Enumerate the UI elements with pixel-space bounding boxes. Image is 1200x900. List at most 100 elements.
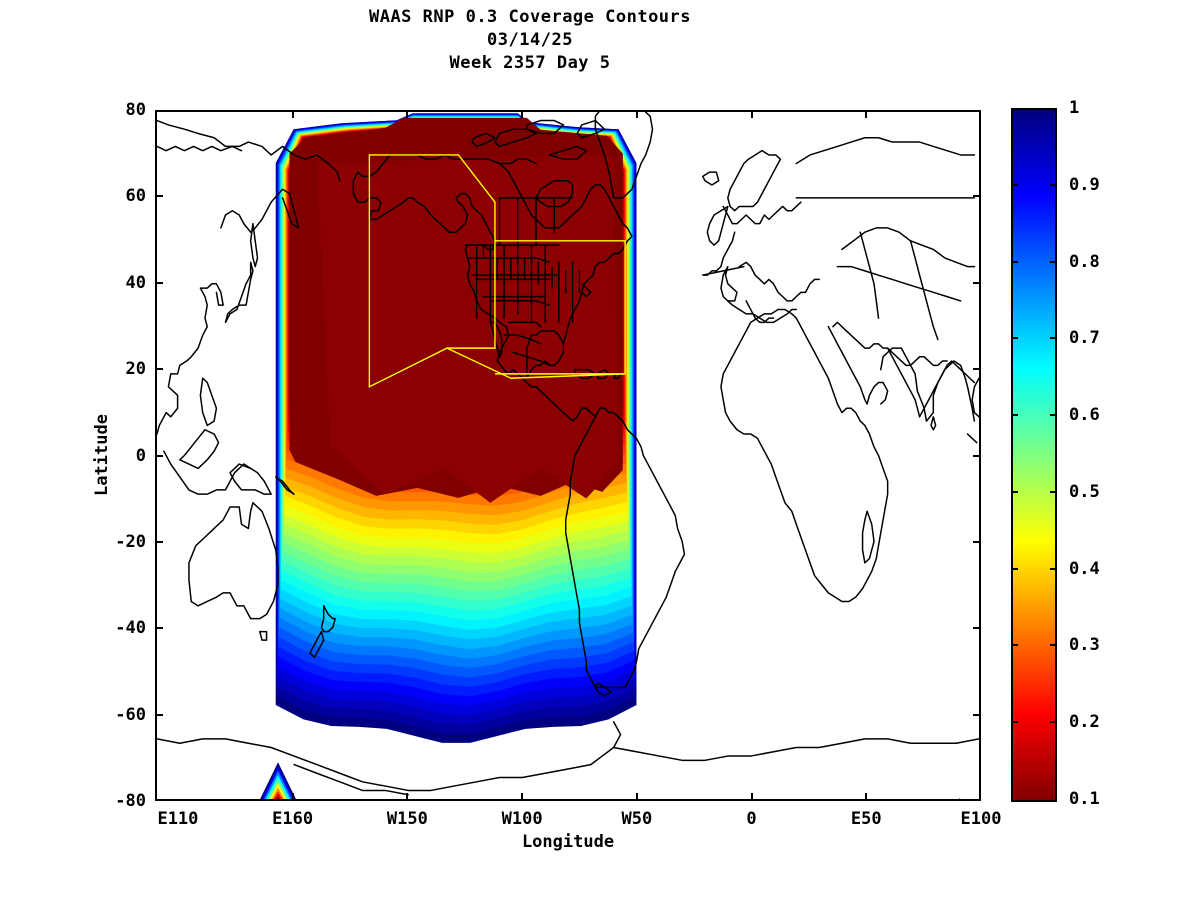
coastline-path (706, 205, 729, 246)
coastline-path (832, 321, 948, 367)
coverage-stats-table: Percent | NPA Service Area Avail. | Cove… (869, 738, 979, 800)
y-axis-label: Latitude (92, 414, 112, 496)
colorbar-tick-label: 0.1 (1069, 789, 1100, 809)
colorbar-tick-label: 0.9 (1069, 174, 1100, 195)
x-tick-label: E110 (157, 809, 199, 829)
coastline-path (489, 321, 503, 358)
coastline-path (357, 154, 537, 178)
coastline-path (574, 368, 597, 379)
coastline-path (249, 222, 259, 268)
coastline-path (512, 351, 551, 367)
x-tick-mark (406, 110, 409, 118)
coastline-path (594, 112, 654, 199)
x-tick-mark (750, 110, 753, 118)
y-tick-mark (155, 281, 163, 284)
service-area-polygon (446, 347, 626, 379)
credit-text: W.J.H. FAA Technical Center WAAS Test Te… (332, 799, 511, 801)
coastline-path (564, 416, 597, 671)
coastline-path (507, 321, 542, 328)
service-area-polygon (494, 240, 626, 375)
coastline-path (795, 137, 976, 165)
coastline-path (471, 132, 496, 148)
colorbar-gradient (1011, 108, 1057, 802)
x-tick-label: E160 (272, 809, 314, 829)
coastline-path (157, 145, 243, 152)
x-tick-label: W50 (621, 809, 653, 829)
contour-spike-band (276, 796, 281, 799)
colorbar-tick-label: 0.5 (1069, 481, 1100, 502)
coastline-path (163, 433, 978, 495)
coastline-path (548, 145, 588, 160)
colorbar-tick-label: 0.6 (1069, 405, 1100, 426)
coastline-path (701, 171, 720, 186)
service-area-polygon (368, 154, 496, 388)
coastline-path (909, 240, 939, 341)
y-tick-mark (155, 713, 163, 716)
contour-plateau (316, 154, 619, 503)
colorbar-tick-label: 0.2 (1069, 712, 1100, 733)
header-percent: Percent (869, 798, 955, 800)
colorbar-tick-mark (1011, 260, 1018, 263)
title-line-2: 03/14/25 (487, 30, 573, 50)
coastline-path (199, 377, 218, 427)
x-tick-label: E100 (960, 809, 1002, 829)
y-tick-label: -40 (115, 618, 146, 639)
y-tick-mark (155, 454, 163, 457)
colorbar-tick-mark (1050, 414, 1057, 417)
x-tick-mark (291, 110, 294, 118)
coastline-path (930, 416, 937, 431)
coastline-path (179, 429, 220, 470)
x-tick-label: E50 (850, 809, 882, 829)
coastline-path (859, 231, 880, 319)
y-tick-label: 80 (125, 100, 146, 120)
coastline-path (466, 257, 551, 264)
colorbar-tick-label: 0.4 (1069, 558, 1100, 579)
coastline-path (720, 308, 889, 603)
colorbar-tick-label: 1 (1069, 98, 1080, 118)
title-line-1: WAAS RNP 0.3 Coverage Contours (368, 7, 692, 27)
coastline-path (293, 763, 409, 796)
coastline-path (503, 334, 542, 345)
y-tick-label: -80 (115, 791, 146, 811)
coastline-path (720, 265, 738, 302)
colorbar-tick-mark (1011, 337, 1018, 340)
colorbar-tick-mark (1050, 337, 1057, 340)
colorbar-tick-mark (1050, 644, 1057, 647)
header-npa-area: NPA Service Area (961, 798, 979, 800)
x-tick-mark (750, 793, 753, 801)
contour-spike-band (274, 791, 282, 799)
coastline-path (836, 265, 962, 302)
coastline-path (157, 283, 976, 435)
y-tick-label: 60 (125, 186, 146, 207)
title-line-3: Week 2357 Day 5 (449, 53, 611, 73)
x-tick-label: W150 (386, 809, 428, 829)
colorbar-tick-label: 0.3 (1069, 635, 1100, 656)
coastline-path (309, 630, 325, 659)
y-tick-mark (973, 454, 981, 457)
y-tick-mark (973, 540, 981, 543)
coastline-path (576, 119, 606, 139)
x-tick-mark (406, 793, 409, 801)
y-tick-label: 20 (125, 359, 146, 380)
y-tick-mark (155, 540, 163, 543)
coastline-path (535, 179, 574, 208)
coastline-path (612, 738, 979, 762)
x-tick-label: W100 (501, 809, 543, 829)
x-tick-label: 0 (746, 809, 757, 829)
coastline-path (526, 119, 565, 135)
plot-area: W.J.H. FAA Technical Center WAAS Test Te… (155, 110, 981, 801)
x-tick-mark (865, 110, 868, 118)
coastline-path (580, 283, 592, 298)
x-axis-label: Longitude (521, 832, 615, 852)
colorbar-tick-mark (1011, 414, 1018, 417)
coastline-path (722, 201, 802, 225)
colorbar-tick-mark (1050, 260, 1057, 263)
colorbar-tick-mark (1011, 567, 1018, 570)
coastline-path (320, 605, 336, 633)
coastline-path (489, 300, 551, 306)
colorbar-tick-mark (1011, 183, 1018, 186)
colorbar-tick-mark (1050, 183, 1057, 186)
coastline-path (827, 325, 889, 405)
coastline-path (274, 476, 295, 495)
